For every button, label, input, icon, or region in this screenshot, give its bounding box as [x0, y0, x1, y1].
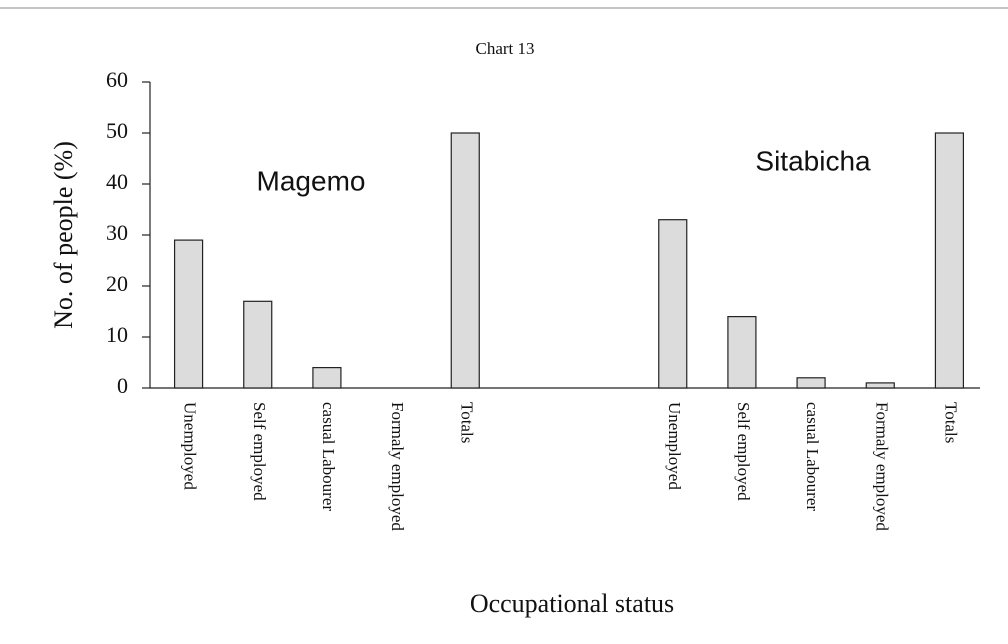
- x-tick-label: casual Labourer: [803, 402, 822, 511]
- bar: [727, 316, 757, 389]
- x-tick-label: Totals: [457, 402, 476, 443]
- bar: [312, 367, 342, 389]
- y-tick-label: 60: [106, 67, 128, 92]
- bar: [658, 219, 688, 389]
- bar: [934, 132, 965, 389]
- y-axis-label: No. of people (%): [49, 141, 78, 329]
- chart-title: Chart 13: [475, 39, 534, 58]
- annotation: Sitabicha: [755, 145, 871, 176]
- annotation: Magemo: [257, 165, 366, 196]
- y-tick-label: 40: [106, 169, 128, 194]
- y-tick-label: 50: [106, 118, 128, 143]
- x-tick-label: Unemployed: [181, 402, 200, 490]
- y-tick-label: 10: [106, 322, 128, 347]
- x-tick-label: Formaly employed: [388, 402, 407, 531]
- bar: [865, 382, 895, 389]
- x-tick-label: Unemployed: [665, 402, 684, 490]
- y-tick-label: 0: [117, 373, 128, 398]
- y-tick-label: 30: [106, 220, 128, 245]
- bar: [173, 239, 204, 389]
- y-tick-label: 20: [106, 271, 128, 296]
- bar: [243, 300, 273, 389]
- bar: [796, 377, 826, 389]
- x-axis-label: Occupational status: [470, 589, 674, 618]
- x-tick-label: Formaly employed: [872, 402, 891, 531]
- bar: [450, 132, 480, 389]
- x-tick-label: Self employed: [734, 402, 753, 501]
- x-tick-label: casual Labourer: [319, 402, 338, 511]
- x-tick-label: Self employed: [250, 402, 269, 501]
- x-tick-label: Totals: [942, 402, 961, 443]
